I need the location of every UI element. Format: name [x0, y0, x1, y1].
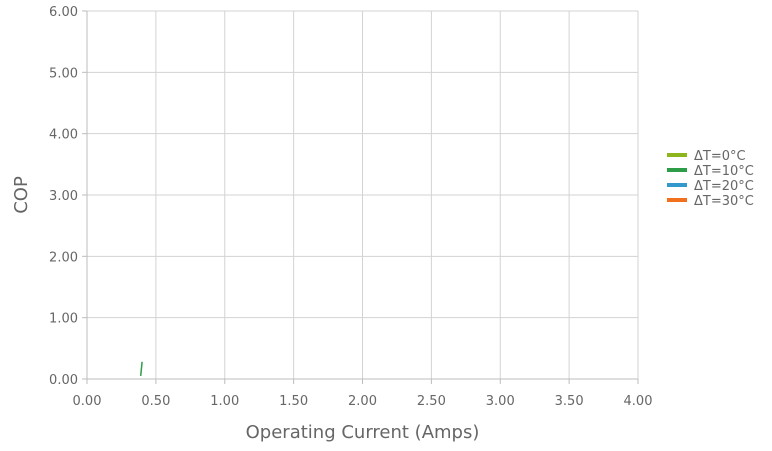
x-tick-label: 0.50	[141, 394, 170, 409]
y-tick-label: 5.00	[49, 66, 78, 81]
legend-label: ΔT=10°C	[694, 164, 754, 179]
y-tick-label: 6.00	[49, 5, 78, 20]
y-tick-label: 1.00	[49, 312, 78, 327]
x-tick-label: 1.50	[279, 394, 308, 409]
grid	[86, 10, 639, 380]
x-tick-label: 3.50	[555, 394, 584, 409]
series-line-1	[139, 361, 143, 376]
legend-label: ΔT=30°C	[694, 194, 754, 209]
legend-label: ΔT=0°C	[694, 149, 746, 164]
series-lines	[139, 361, 143, 376]
y-axis-title: COP	[11, 176, 32, 214]
x-tick-label: 3.00	[486, 394, 515, 409]
y-tick-label: 2.00	[49, 250, 78, 265]
axes	[82, 10, 639, 384]
x-tick-label: 2.00	[348, 394, 377, 409]
legend: ΔT=0°CΔT=10°CΔT=20°CΔT=30°C	[667, 149, 754, 209]
y-tick-label: 3.00	[49, 189, 78, 204]
y-tick-label: 4.00	[49, 128, 78, 143]
legend-label: ΔT=20°C	[694, 179, 754, 194]
x-tick-label: 2.50	[417, 394, 446, 409]
x-tick-label: 4.00	[624, 394, 653, 409]
tick-labels: 0.00 0.50 1.00 1.50 2.00 2.50 3.00 3.50 4.00 0.00…	[49, 5, 652, 409]
x-tick-label: 0.00	[73, 394, 102, 409]
x-tick-label: 1.00	[210, 394, 239, 409]
y-tick-label: 0.00	[49, 373, 78, 388]
x-axis-title: Operating Current (Amps)	[246, 422, 480, 443]
